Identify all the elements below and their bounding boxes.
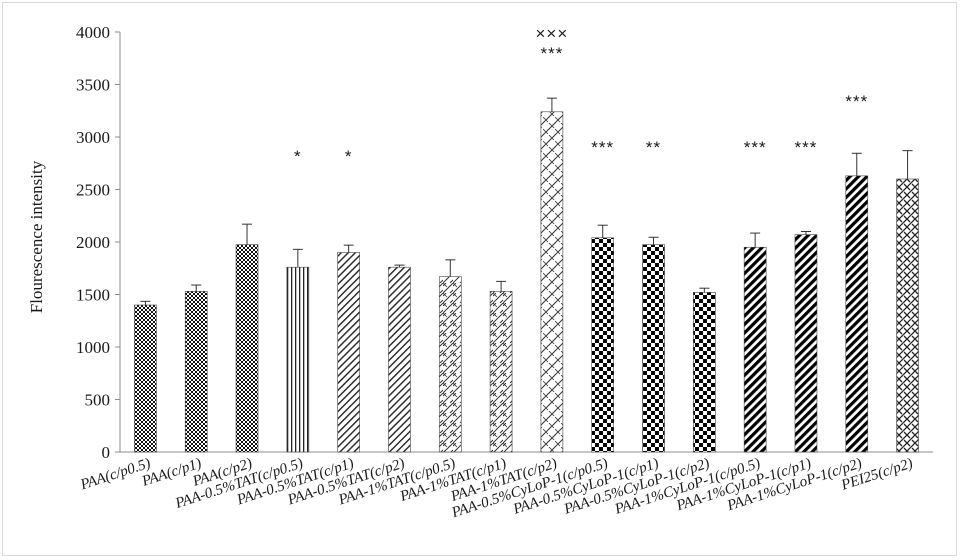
bar: [134, 304, 157, 453]
bars-layer: PAA(c/p0.5)PAA(c/p1)PAA(c/p2)PAA-0.5%TAT…: [78, 24, 919, 521]
y-tick-label: 500: [85, 391, 111, 410]
bar: [388, 266, 411, 453]
bar: [489, 291, 513, 453]
significance-label: ***: [591, 138, 614, 157]
significance-label: *: [294, 147, 302, 166]
bar-chart: 0 500 1000 1500 2000 2500 3000 3500 4000 Flouresc…: [27, 23, 933, 521]
bar: [184, 291, 208, 453]
significance-label: *: [345, 147, 353, 166]
bar: [540, 111, 564, 453]
bar: [642, 244, 665, 453]
y-tick-label: 1000: [76, 338, 110, 357]
bar: [591, 237, 615, 453]
bar: [438, 276, 462, 453]
bar: [743, 246, 767, 453]
significance-label: ***: [744, 138, 767, 157]
y-tick-label: 2000: [76, 233, 110, 252]
y-tick-label: 3000: [76, 128, 110, 147]
bar: [794, 234, 818, 453]
significance-label: **: [646, 138, 661, 157]
significance-label: ***: [540, 44, 563, 63]
y-tick-label: 0: [102, 443, 111, 462]
y-tick-label: 3500: [76, 76, 110, 95]
bar: [845, 175, 869, 453]
y-axis-label: Flourescence intensity: [27, 160, 46, 313]
y-tick-label: 4000: [76, 23, 110, 42]
axes-layer: 0 500 1000 1500 2000 2500 3000 3500 4000 Flouresc…: [27, 23, 933, 462]
bar: [235, 244, 259, 453]
y-tick-label: 2500: [76, 181, 110, 200]
bar: [693, 292, 716, 453]
significance-label: ***: [845, 92, 868, 111]
y-tick-label: 1500: [76, 286, 110, 305]
bar: [896, 178, 919, 453]
significance-label: ×××: [536, 24, 569, 43]
bar: [286, 266, 310, 453]
significance-label: ***: [795, 138, 818, 157]
bar: [337, 252, 360, 453]
